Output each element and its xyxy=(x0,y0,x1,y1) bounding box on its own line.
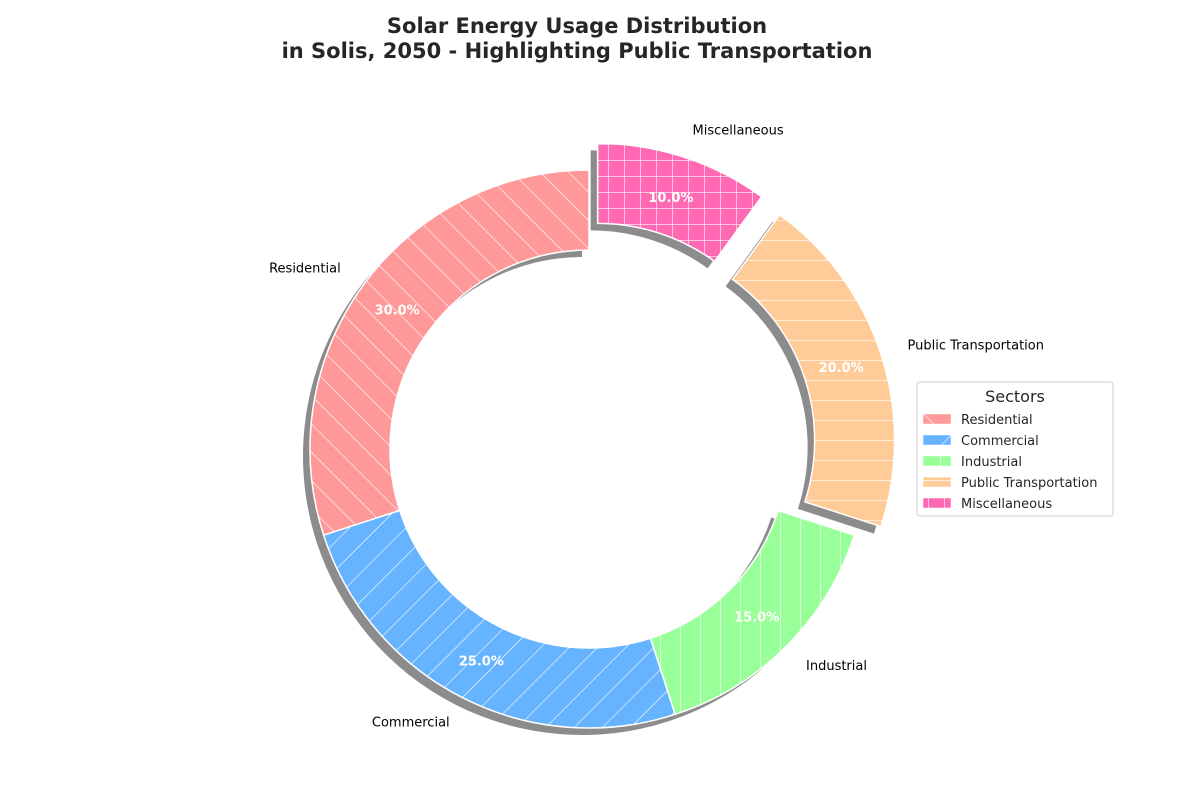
legend-label-public-transportation: Public Transportation xyxy=(961,476,1097,491)
slice-public-transportation xyxy=(731,213,896,528)
percent-labels: 30.0% 25.0% 15.0% 20.0% 10.0% xyxy=(375,191,864,669)
legend-swatch-miscellaneous xyxy=(922,497,952,509)
slice-labels: Residential Commercial Industrial Public Tr… xyxy=(269,123,1044,730)
slice-label-miscellaneous: Miscellaneous xyxy=(692,123,783,138)
slice-label-public-transportation: Public Transportation xyxy=(908,339,1044,354)
legend-swatch-commercial xyxy=(922,434,952,446)
legend-items: Residential Commercial Industrial Public Tr… xyxy=(922,413,1097,512)
chart-title: Solar Energy Usage Distribution in Solis… xyxy=(0,14,1154,64)
percent-label-residential: 30.0% xyxy=(375,304,420,319)
legend-label-miscellaneous: Miscellaneous xyxy=(961,497,1052,512)
slice-residential xyxy=(309,169,590,537)
legend-swatch-industrial xyxy=(922,455,952,467)
percent-label-miscellaneous: 10.0% xyxy=(648,191,693,206)
legend-label-industrial: Industrial xyxy=(961,455,1022,470)
legend: Sectors Residential Commercial Industrial P… xyxy=(916,381,1114,517)
legend-item-miscellaneous: Miscellaneous xyxy=(922,497,1052,512)
percent-label-industrial: 15.0% xyxy=(734,611,779,626)
legend-item-residential: Residential xyxy=(922,413,1033,428)
slice-industrial xyxy=(649,509,856,716)
slice-label-residential: Residential xyxy=(269,262,341,277)
chart-title-line-1: Solar Energy Usage Distribution xyxy=(386,14,768,38)
slice-label-commercial: Commercial xyxy=(372,715,450,730)
legend-item-industrial: Industrial xyxy=(922,455,1022,470)
percent-label-commercial: 25.0% xyxy=(459,654,504,669)
legend-item-public-transportation: Public Transportation xyxy=(922,476,1097,491)
legend-swatch-public-transportation xyxy=(922,476,952,488)
slice-miscellaneous xyxy=(596,142,763,263)
slice-commercial xyxy=(322,509,677,729)
percent-label-public-transportation: 20.0% xyxy=(819,361,864,376)
legend-title: Sectors xyxy=(985,387,1045,406)
slice-label-industrial: Industrial xyxy=(806,659,867,674)
legend-label-commercial: Commercial xyxy=(961,434,1039,449)
chart-title-line-2: in Solis, 2050 - Highlighting Public Tra… xyxy=(281,39,873,63)
legend-item-commercial: Commercial xyxy=(922,434,1039,449)
legend-label-residential: Residential xyxy=(961,413,1033,428)
legend-frame xyxy=(916,381,1114,517)
donut-slices xyxy=(309,142,896,729)
legend-swatch-residential xyxy=(922,413,952,425)
